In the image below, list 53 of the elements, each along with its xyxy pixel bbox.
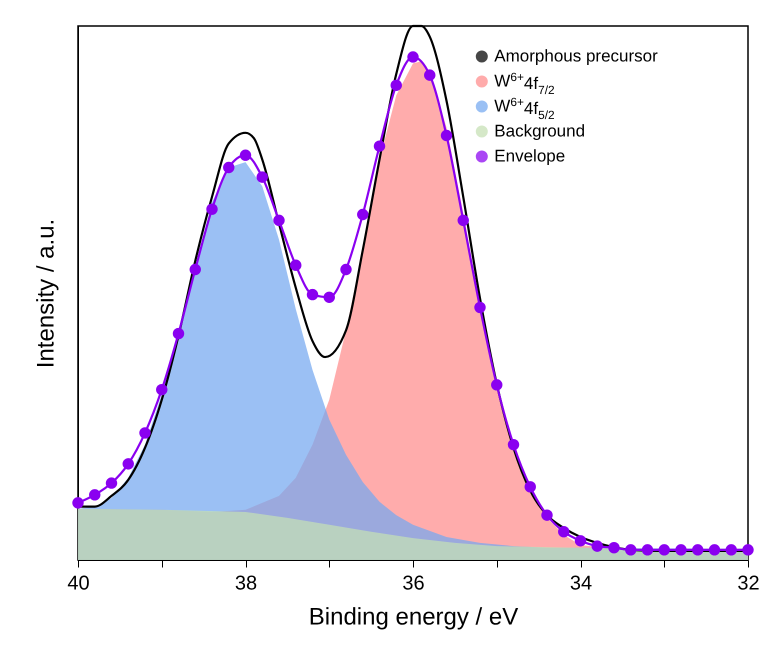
point xyxy=(357,208,368,220)
point xyxy=(726,544,737,556)
legend-label: W$^{6+}$4f$_{7/2}$ xyxy=(494,70,556,98)
legend-label: Background xyxy=(494,122,586,140)
point xyxy=(524,481,536,493)
x-axis-title: Binding energy / eV xyxy=(308,604,518,630)
point xyxy=(742,544,754,556)
point xyxy=(340,264,352,276)
point xyxy=(708,544,720,556)
point xyxy=(541,509,553,521)
point xyxy=(290,260,302,271)
point xyxy=(675,544,687,556)
point xyxy=(658,544,670,556)
y-axis-title: Intensity / a.u. xyxy=(32,218,60,368)
point xyxy=(407,51,419,63)
point xyxy=(424,69,436,81)
point xyxy=(156,384,168,396)
point xyxy=(558,526,570,538)
point xyxy=(458,214,469,226)
point xyxy=(106,477,118,489)
point xyxy=(172,328,184,340)
point xyxy=(122,458,134,470)
x-tick-label: 36 xyxy=(402,572,425,594)
point xyxy=(592,540,603,552)
point xyxy=(508,438,520,450)
point xyxy=(273,214,285,226)
point xyxy=(440,130,452,142)
point xyxy=(574,535,586,546)
point xyxy=(89,489,100,501)
x-tick-label: 40 xyxy=(67,572,90,594)
legend-label: Amorphous precursor xyxy=(494,46,658,66)
x-tick-label: 34 xyxy=(570,572,592,594)
legend-label: W$^{6+}$4f$_{5/2}$ xyxy=(494,95,556,122)
point xyxy=(72,497,84,509)
point xyxy=(692,544,704,556)
point xyxy=(642,544,654,556)
point xyxy=(374,140,386,152)
point xyxy=(190,264,201,276)
point xyxy=(474,302,486,314)
point xyxy=(206,203,218,215)
point xyxy=(491,379,502,391)
point xyxy=(256,171,268,183)
point xyxy=(625,544,636,556)
point xyxy=(608,542,620,554)
point xyxy=(240,150,252,161)
point xyxy=(139,427,151,439)
x-tick-label: 38 xyxy=(234,572,258,594)
legend-label: Envelope xyxy=(494,146,566,166)
point xyxy=(390,80,402,91)
point xyxy=(223,162,234,174)
x-tick-label: 32 xyxy=(737,572,760,594)
point xyxy=(324,292,335,303)
point xyxy=(306,288,318,300)
